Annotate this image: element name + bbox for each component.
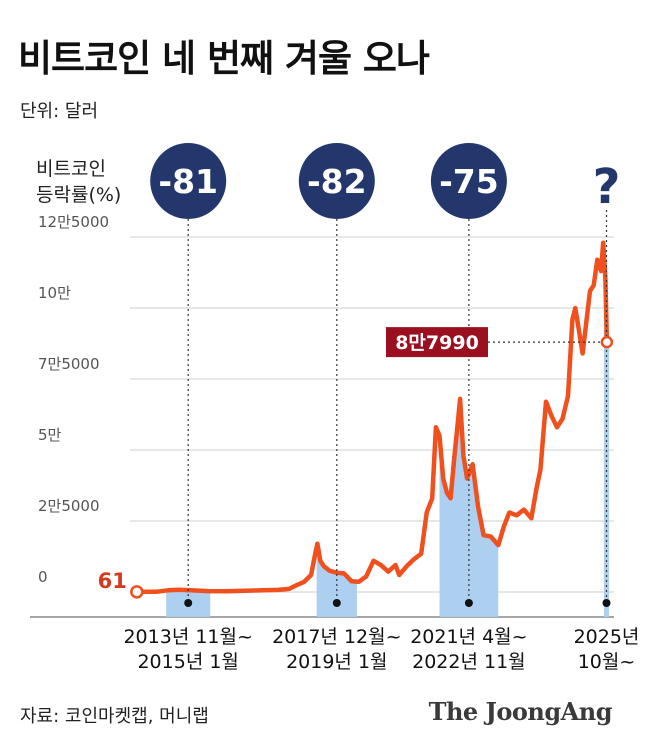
winter-date-line2: 2015년 1월 (137, 651, 238, 673)
winter-date-line1: 2021년 4월~ (410, 626, 527, 648)
y-tick-label: 0 (38, 568, 48, 586)
current-price-box (386, 327, 488, 358)
winter-band (316, 547, 357, 617)
source-note: 자료: 코인마켓캡, 머니랩 (20, 706, 209, 727)
start-point-marker (130, 585, 144, 599)
winter-date-line1: 2025년 (574, 626, 640, 648)
brand-logo: The JoongAng (428, 697, 613, 726)
winter-marker-dot (332, 599, 341, 607)
drop-rate-circle (430, 143, 507, 219)
winter-marker-dot (602, 599, 611, 607)
winter-marker-dot (464, 599, 473, 607)
drop-rate-label: -82 (307, 162, 367, 201)
chart-title: 비트코인 네 번째 겨울 오나 (18, 37, 430, 80)
y-tick-label: 7만5000 (38, 355, 100, 373)
current-price-label: 8만7990 (395, 332, 479, 354)
drop-label-line2: 등락률(%) (36, 184, 122, 206)
winter-date-line1: 2017년 12월~ (272, 626, 401, 648)
drop-rate-circle (150, 143, 227, 219)
unit-label: 단위: 달러 (20, 101, 99, 122)
price-line (134, 240, 610, 595)
winter-date-line2: 2022년 11월 (412, 651, 526, 673)
winter-date-line2: 10월~ (578, 651, 636, 673)
question-mark-icon: ? (593, 159, 621, 215)
y-tick-label: 5만 (38, 426, 62, 444)
current-point-marker (600, 335, 614, 349)
drop-rate-label: -75 (439, 162, 499, 201)
drop-rate-circle (298, 143, 375, 219)
drop-label-line1: 비트코인 (36, 158, 106, 180)
y-tick-label: 10만 (38, 284, 71, 302)
y-tick-label: 2만5000 (38, 497, 100, 515)
winter-marker-dot (184, 599, 193, 607)
start-price-label: 61 (98, 569, 127, 593)
winter-date-line1: 2013년 11월~ (123, 626, 252, 648)
winter-date-line2: 2019년 1월 (286, 651, 387, 673)
drop-rate-label: -81 (158, 162, 218, 201)
y-tick-label: 12만5000 (38, 213, 109, 231)
